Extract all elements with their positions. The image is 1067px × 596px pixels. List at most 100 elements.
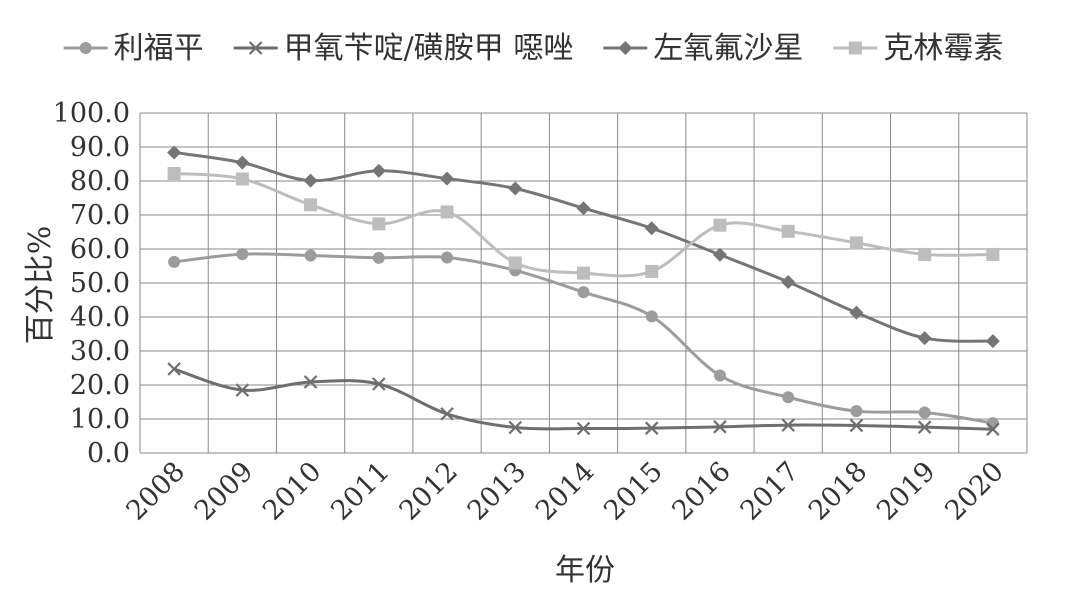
data-point xyxy=(849,418,864,433)
y-tick-label: 100.0 xyxy=(53,98,130,129)
data-point xyxy=(371,163,386,178)
data-point xyxy=(986,417,999,430)
data-point xyxy=(645,310,658,323)
legend-marker xyxy=(79,42,92,54)
y-tick-label: 20.0 xyxy=(70,370,130,401)
x-tick-label: 2012 xyxy=(393,456,464,527)
x-tick-label: 2015 xyxy=(598,456,669,527)
legend-marker xyxy=(848,41,862,55)
data-point xyxy=(849,236,863,250)
data-point xyxy=(167,362,181,376)
data-point xyxy=(577,286,590,299)
legend-label: 甲氧苄啶/磺胺甲 噁唑 xyxy=(284,31,574,66)
y-tick-label: 70.0 xyxy=(70,200,130,231)
y-tick-label: 40.0 xyxy=(70,302,130,333)
x-tick-label: 2008 xyxy=(121,456,192,527)
x-tick-label: 2010 xyxy=(257,456,328,527)
data-point xyxy=(918,247,932,261)
data-point xyxy=(781,418,795,432)
data-point xyxy=(167,145,182,160)
data-point xyxy=(167,167,181,181)
legend-label: 利福平 xyxy=(114,31,204,66)
legend-marker xyxy=(618,41,633,55)
y-tick-label: 80.0 xyxy=(70,166,130,197)
data-point xyxy=(577,266,590,280)
y-tick-label: 10.0 xyxy=(70,404,130,435)
data-point xyxy=(713,218,727,232)
series-line xyxy=(173,367,993,431)
x-tick-label: 2014 xyxy=(530,456,601,527)
series-layer xyxy=(167,145,1000,436)
legend-entry-3: 左氧氟沙星 xyxy=(603,31,803,66)
legend-entry-1: 利福平 xyxy=(63,31,204,66)
data-point xyxy=(781,224,795,238)
data-point xyxy=(508,420,523,435)
data-point xyxy=(917,331,932,346)
y-tick-label: 50.0 xyxy=(70,268,130,299)
data-point xyxy=(986,422,1000,436)
data-point xyxy=(372,251,385,264)
data-point xyxy=(713,369,726,382)
data-point xyxy=(508,256,522,270)
y-axis-title: 百分比% xyxy=(23,226,58,345)
y-tick-label: 60.0 xyxy=(70,234,130,265)
plot-grid xyxy=(139,112,1028,454)
series-line xyxy=(173,172,993,278)
data-point xyxy=(849,305,864,320)
x-tick-label: 2017 xyxy=(735,456,806,527)
legend-entry-4: 克林霉素 xyxy=(833,31,1003,66)
data-point xyxy=(441,251,454,264)
data-point xyxy=(440,205,454,219)
data-point xyxy=(644,221,659,236)
data-point xyxy=(576,201,591,216)
series-2 xyxy=(167,362,1000,436)
data-point xyxy=(235,155,250,170)
data-point xyxy=(372,217,386,231)
x-tick-label: 2016 xyxy=(666,456,737,527)
x-tick-label: 2011 xyxy=(325,456,396,527)
data-point xyxy=(712,247,727,262)
data-point xyxy=(303,375,318,389)
data-point xyxy=(576,421,591,436)
data-point xyxy=(986,247,1000,261)
x-tick-label: 2018 xyxy=(803,456,874,527)
series-4 xyxy=(167,167,1000,280)
data-point xyxy=(440,171,455,186)
data-point xyxy=(508,181,523,196)
x-axis-title: 年份 xyxy=(555,553,615,588)
legend-label: 左氧氟沙星 xyxy=(653,31,803,66)
series-3 xyxy=(167,145,1000,349)
y-tick-label: 0.0 xyxy=(87,438,130,469)
chart-legend: 利福平 甲氧苄啶/磺胺甲 噁唑 左氧氟沙星 克林霉素 xyxy=(63,31,1003,66)
data-point xyxy=(372,377,386,391)
y-tick-label: 30.0 xyxy=(70,336,130,367)
data-point xyxy=(918,406,931,419)
data-point xyxy=(713,420,727,434)
data-point xyxy=(236,248,249,261)
data-point xyxy=(645,264,659,278)
data-point xyxy=(781,274,796,289)
y-tick-label: 90.0 xyxy=(70,132,130,163)
data-point xyxy=(440,407,454,421)
y-axis-ticks: 0.010.020.030.040.050.060.070.080.090.01… xyxy=(53,98,130,469)
data-point xyxy=(304,198,318,212)
data-point xyxy=(235,383,250,397)
data-point xyxy=(917,420,932,434)
legend-marker xyxy=(248,41,263,55)
x-tick-label: 2009 xyxy=(189,456,260,527)
x-axis-ticks: 2008200920102011201220132014201520162017… xyxy=(121,456,1010,527)
data-point xyxy=(168,255,181,268)
data-point xyxy=(644,421,659,435)
x-tick-label: 2019 xyxy=(871,456,942,527)
data-point xyxy=(782,391,795,404)
legend-label: 克林霉素 xyxy=(883,31,1003,66)
data-point xyxy=(235,172,249,186)
x-tick-label: 2013 xyxy=(462,456,533,527)
data-point xyxy=(303,173,318,188)
data-point xyxy=(304,249,317,262)
data-point xyxy=(850,405,863,418)
data-point xyxy=(985,334,1000,349)
legend-entry-2: 甲氧苄啶/磺胺甲 噁唑 xyxy=(233,31,574,66)
x-tick-label: 2020 xyxy=(939,456,1010,527)
